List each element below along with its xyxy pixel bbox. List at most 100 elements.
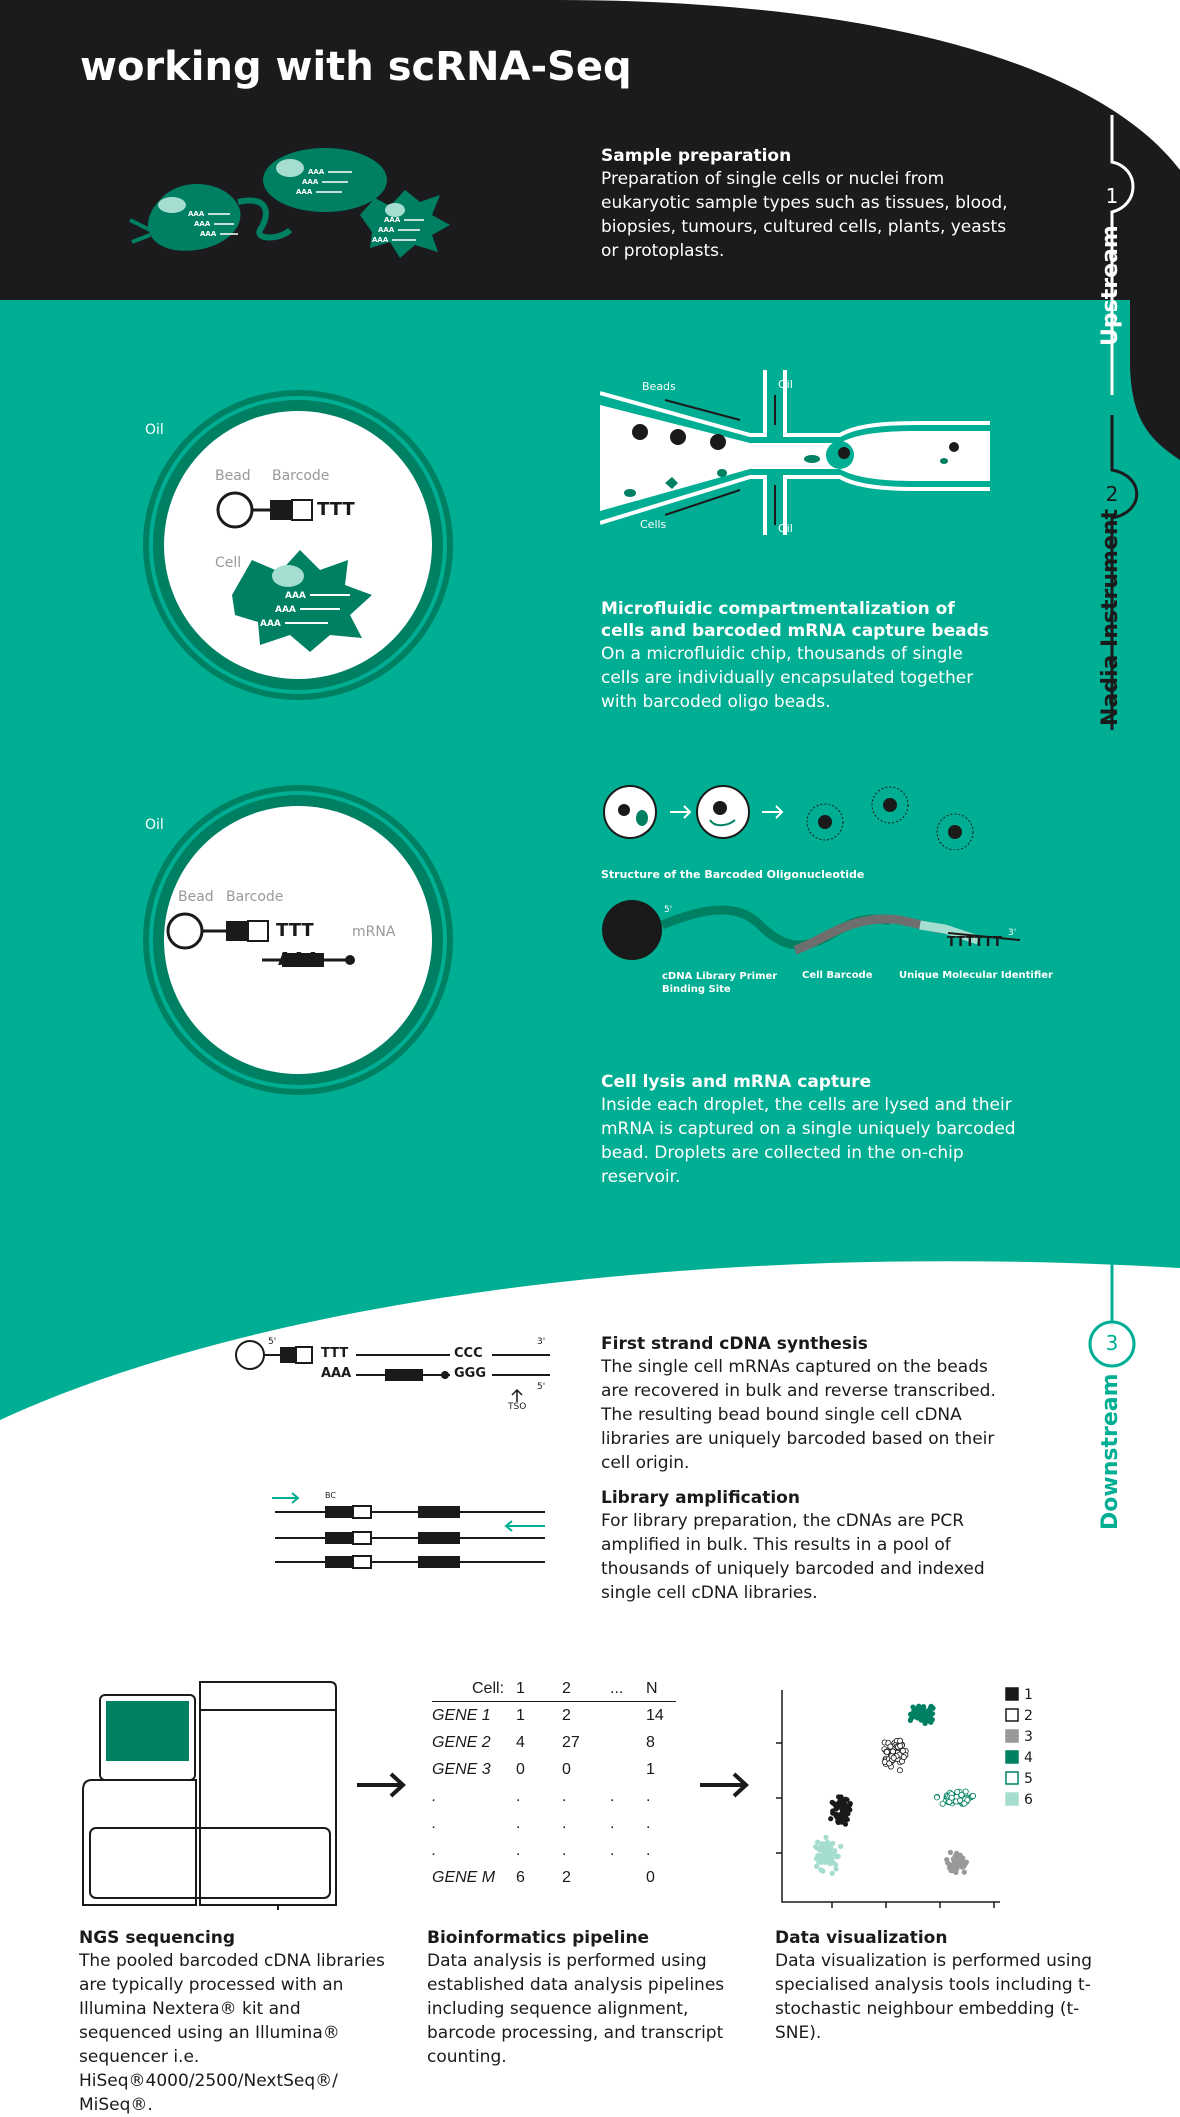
cdna-three-prime-a: 3': [537, 1337, 546, 1347]
table-cell: .: [516, 1842, 521, 1859]
table-cell: 2: [562, 1707, 571, 1724]
step-bioinformatics-text: Data analysis is performed using establi…: [427, 1951, 725, 2067]
table-header-cell: 1: [516, 1680, 525, 1697]
stage-2-number: 2: [1105, 482, 1119, 506]
step-first-strand-title: First strand cDNA synthesis: [601, 1334, 868, 1354]
scatter-point: [834, 1805, 840, 1811]
droplet-1-bead-label: Bead: [215, 468, 251, 484]
step-ngs-title: NGS sequencing: [79, 1928, 236, 1948]
table-header-cell: 2: [562, 1680, 571, 1697]
chip-oil-top-label: Oil: [778, 378, 793, 391]
scatter-point: [844, 1809, 850, 1816]
scatter-point: [839, 1819, 845, 1825]
step-amplification: Library amplification For library prepar…: [601, 1487, 1001, 1605]
legend-label: 4: [1024, 1750, 1033, 1766]
scatter-point: [960, 1859, 967, 1865]
svg-text:AAA: AAA: [188, 210, 205, 218]
scatter-point: [919, 1716, 925, 1722]
svg-text:AAA: AAA: [200, 230, 217, 238]
table-cell: GENE M: [432, 1869, 496, 1886]
scatter-point: [939, 1800, 946, 1807]
oligo-structure-illustration: [602, 900, 1021, 960]
table-cell: 6: [516, 1869, 525, 1886]
droplet-1-ttt: TTT: [317, 499, 355, 520]
droplet-2-mrna-label: mRNA: [352, 924, 396, 940]
scatter-point: [948, 1794, 955, 1801]
scatter-point: [947, 1849, 953, 1855]
lysis-sequence-illustration: [603, 785, 974, 850]
droplet-2-bead-label: Bead: [178, 889, 214, 905]
droplet-2-oil-label: Oil: [145, 817, 164, 833]
plot-axes: [781, 1690, 1000, 1903]
legend-swatch: [1005, 1792, 1019, 1806]
scatter-point: [829, 1870, 835, 1876]
table-cell: 27: [562, 1734, 580, 1751]
scatter-point: [954, 1866, 960, 1872]
legend-swatch: [1005, 1729, 1019, 1743]
step-first-strand-text: The single cell mRNAs captured on the be…: [601, 1357, 996, 1473]
step-sample-prep-title: Sample preparation: [601, 146, 792, 166]
table-cell: GENE 1: [432, 1707, 491, 1724]
legend-label: 1: [1024, 1687, 1033, 1703]
svg-text:AAA: AAA: [372, 236, 389, 244]
step-microfluidic-title: Microfluidic compartmentalization of cel…: [601, 599, 989, 641]
page-title: working with scRNA-Seq: [80, 44, 632, 90]
legend-label: 3: [1024, 1729, 1033, 1745]
svg-text:AAA: AAA: [308, 168, 325, 176]
scatter-point: [844, 1797, 850, 1803]
legend-swatch: [1005, 1687, 1019, 1701]
table-cell: GENE 3: [432, 1761, 491, 1778]
step-ngs: NGS sequencing The pooled barcoded cDNA …: [79, 1927, 389, 2117]
scatter-point: [956, 1797, 963, 1804]
svg-text:AAA: AAA: [194, 220, 211, 228]
arrow-1: [357, 1772, 406, 1798]
table-cell: .: [432, 1815, 437, 1832]
droplet-2-barcode-label: Barcode: [226, 889, 284, 905]
stage-3-label: Downstream: [1098, 1373, 1123, 1530]
scatter-point: [832, 1848, 838, 1854]
table-cell: .: [610, 1788, 615, 1805]
scatter-point: [922, 1720, 928, 1726]
table-cell: .: [432, 1842, 437, 1859]
table-cell: .: [610, 1815, 615, 1832]
step-bioinformatics-title: Bioinformatics pipeline: [427, 1928, 650, 1948]
stage-2-label: Nadia Instrument: [1098, 508, 1123, 726]
scatter-point: [899, 1747, 906, 1754]
droplet-2-illustration: [143, 785, 453, 1095]
scatter-point: [838, 1794, 844, 1800]
droplet-1-cell-label: Cell: [215, 555, 242, 571]
table-cell: 4: [516, 1734, 525, 1751]
oligo-five-prime: 5': [664, 905, 673, 915]
expression-table: Cell: 1 2... N GENE 1 1 2 14 GENE 2 4 27 8 GENE 3 0 0 1…: [432, 1680, 682, 1900]
chip-cells-label: Cells: [640, 518, 667, 531]
scatter-point: [900, 1754, 907, 1761]
cdna-five-prime-a: 5': [268, 1337, 277, 1347]
scatter-point: [815, 1839, 821, 1845]
scatter-point: [814, 1863, 820, 1869]
step-microfluidic: Microfluidic compartmentalization of cel…: [601, 598, 1001, 714]
droplet-2-ttt: TTT: [276, 920, 314, 941]
scatter-point: [835, 1853, 841, 1859]
stage-3-number: 3: [1105, 1331, 1119, 1355]
scatter-point: [818, 1852, 825, 1859]
scatter-point: [826, 1849, 832, 1856]
scatter-point: [954, 1789, 961, 1796]
scatter-point: [961, 1800, 968, 1807]
step-sample-prep-text: Preparation of single cells or nuclei fr…: [601, 169, 1008, 261]
scatter-point: [841, 1804, 847, 1810]
step-amplification-title: Library amplification: [601, 1488, 800, 1508]
scatter-point: [961, 1869, 967, 1875]
table-header-cell: N: [646, 1680, 658, 1697]
svg-text:AAA: AAA: [378, 226, 395, 234]
scatter-point: [889, 1748, 896, 1755]
droplet-1-barcode-label: Barcode: [272, 468, 330, 484]
scatter-point: [886, 1760, 893, 1767]
oligo-tail: TTTTTT: [947, 935, 1002, 950]
table-cell: .: [516, 1788, 521, 1805]
scatter-point: [953, 1860, 959, 1867]
cdna-five-prime-b: 5': [537, 1382, 546, 1392]
legend-swatch: [1005, 1708, 1019, 1722]
svg-text:AAA: AAA: [285, 591, 306, 601]
legend-label: 2: [1024, 1708, 1033, 1724]
scatter-point: [920, 1709, 926, 1715]
